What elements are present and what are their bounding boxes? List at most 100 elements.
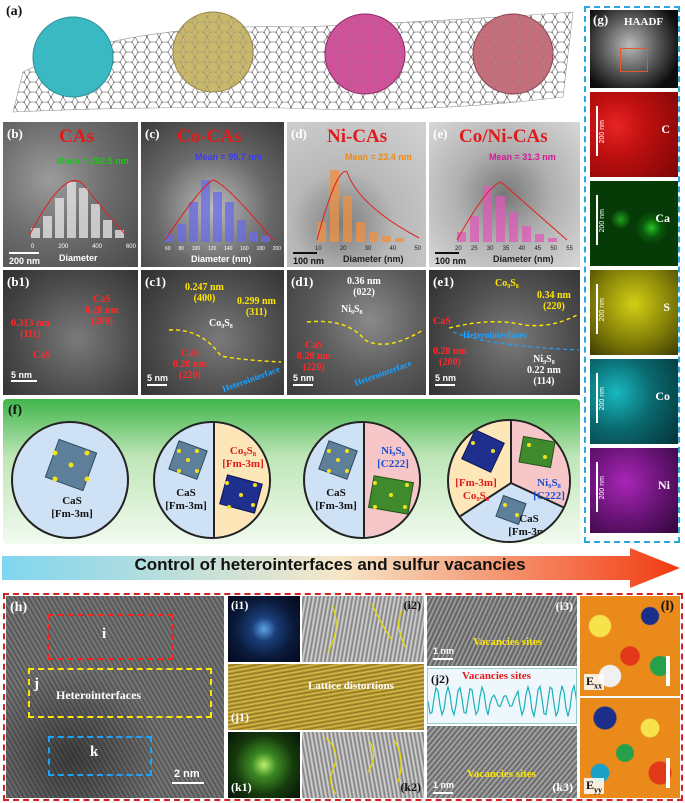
panel-e1-ann3: CaS: [433, 316, 451, 327]
panel-d: (d) Ni-CAs Mean = 23.4 nm 10 20 30 40 50 Dia…: [287, 122, 426, 267]
panel-d1-ann1: 0.36 nm (022): [347, 276, 381, 298]
panel-j1: (j1) Lattice distortions: [228, 664, 424, 730]
panel-k3-scale: 1 nm: [433, 780, 455, 790]
panel-c-xlabel: Diameter (nm): [191, 254, 252, 264]
panel-h: (h) i j Heterointerfaces k 2 nm: [6, 596, 224, 798]
panel-a: (a): [3, 2, 580, 118]
panel-c1-scale: 5 nm: [147, 373, 169, 383]
box-i-label: i: [102, 626, 107, 642]
box-i: [48, 614, 174, 660]
panel-i1-label: (i1): [231, 598, 249, 612]
f-c2-right: Co₉S₈ [Fm-3m]: [222, 445, 264, 470]
histogram-bar: [483, 186, 492, 242]
f-circle-CaS-Co9S8: CaS [Fm-3m] Co₉S₈ [Fm-3m]: [153, 421, 271, 539]
banner-arrow: [2, 548, 680, 588]
panel-d1-label: (d1): [291, 274, 314, 289]
panel-i3-text: Vacancies sites: [473, 636, 542, 648]
cluster-CAs: [32, 16, 114, 98]
f-c3-left: CaS [Fm-3m]: [315, 487, 357, 512]
panel-d-scale: 100 nm: [293, 256, 325, 266]
histogram-bar: [317, 222, 326, 242]
panel-e1-label: (e1): [433, 274, 454, 289]
histogram-bar: [237, 220, 246, 242]
panel-d1: (d1) 0.36 nm (022) Ni₉S₈ CaS 0.20 nm (22…: [287, 270, 426, 395]
panel-e-scale: 100 nm: [435, 256, 467, 266]
map-Ca: 200 nm Ca: [590, 181, 678, 266]
histogram-bar: [43, 216, 52, 238]
panel-f: (f) CaS [Fm-3m] CaS [Fm-3m] Co₉S₈ [Fm-3m…: [3, 399, 580, 544]
box-j: [28, 668, 212, 718]
f-c3-right: Ni₉S₈ [C222]: [377, 445, 409, 470]
selection-box: [620, 48, 648, 72]
panel-i3-scale: 1 nm: [433, 646, 455, 656]
histogram-bar: [115, 230, 124, 238]
histogram-bar: [189, 202, 198, 242]
panel-c1-ann1: 0.247 nm (400): [185, 282, 224, 304]
panel-c1-ann3: Co₉S₈: [209, 318, 233, 329]
histogram-bar: [91, 204, 100, 238]
panel-d-label: (d): [291, 126, 307, 141]
panel-e: (e) Co/Ni-CAs Mean = 31.3 nm 20 25 30 35 40 4…: [429, 122, 580, 267]
map-Co-label: Co: [655, 389, 670, 403]
panel-b-title: CAs: [59, 126, 94, 147]
f-circle-CaS-Ni9S8: CaS [Fm-3m] Ni₉S₈ [C222]: [303, 421, 421, 539]
panel-e1-scale: 5 nm: [435, 373, 457, 383]
panel-k2: (k2): [302, 732, 424, 798]
panel-d1-ann3: CaS 0.20 nm (220): [297, 340, 331, 373]
panel-c-mean: Mean = 95.7 nm: [195, 152, 262, 162]
panel-b-scale: 200 nm: [9, 256, 41, 266]
panel-c1-label: (c1): [145, 274, 166, 289]
panel-k3: Vacancies sites (k3) 1 nm: [427, 726, 577, 798]
panel-e1-ann6: Ni₉S₈ 0.22 nm (114): [527, 354, 561, 387]
panel-e-mean: Mean = 31.3 nm: [489, 152, 556, 162]
histogram-bar: [522, 226, 531, 242]
histogram-bar: [201, 180, 210, 242]
histogram-bar: [79, 188, 88, 238]
box-k-label: k: [90, 744, 99, 760]
map-C: 200 nm C: [590, 92, 678, 177]
panel-l-eyy: Eyy: [580, 698, 680, 798]
panel-e-title: Co/Ni-CAs: [459, 126, 548, 147]
panel-k2-label: (k2): [400, 780, 421, 794]
histogram-bar: [382, 236, 391, 242]
panel-b-label: (b): [7, 126, 23, 141]
histogram-bar: [177, 224, 186, 242]
panel-e1-ann4: Heterointerfaces: [463, 330, 527, 340]
map-C-label: C: [661, 122, 670, 136]
histogram-bar: [535, 234, 544, 242]
panel-e-label: (e): [433, 126, 448, 141]
panel-b1-scale: 5 nm: [11, 370, 33, 380]
histogram-bar: [356, 222, 365, 242]
panel-b: (b) CAs Mean = 292.5 nm 0 200 400 600 Diame…: [3, 122, 138, 267]
histogram-bar: [509, 212, 518, 242]
map-Co: 200 nm Co: [590, 359, 678, 444]
panel-k3-text: Vacancies sites: [467, 768, 536, 780]
histogram-bar: [457, 232, 466, 242]
panel-l-exx: (l) Exx: [580, 596, 680, 696]
panel-j1-label: (j1): [231, 710, 249, 724]
panel-c-ticks: 60 80 100 120 140 160 180 200: [165, 246, 281, 252]
map-Ca-label: Ca: [655, 211, 670, 225]
histogram-bar: [103, 220, 112, 238]
exx-label: Exx: [584, 674, 605, 691]
panel-i3: (i3) Vacancies sites 1 nm: [427, 596, 577, 666]
panel-k1-label: (k1): [231, 780, 252, 794]
panel-c1-ann2: 0.299 nm (311): [237, 296, 276, 318]
panel-j1-text: Lattice distortions: [308, 680, 394, 692]
panel-d1-scale: 5 nm: [293, 373, 315, 383]
panel-e-histogram: [456, 181, 568, 242]
haadf-title: HAADF: [624, 16, 664, 28]
histogram-bar: [548, 238, 557, 242]
histogram-bar: [165, 234, 174, 242]
panel-b-histogram: [29, 180, 126, 238]
panel-b-ticks: 0 200 400 600: [31, 244, 136, 250]
panel-j2-text: Vacancies sites: [462, 670, 531, 682]
histogram-bar: [496, 196, 505, 242]
panel-g-frame: [584, 6, 680, 543]
map-S-label: S: [663, 300, 670, 314]
f-circle-CaS: CaS [Fm-3m]: [11, 421, 129, 539]
panel-d-mean: Mean = 23.4 nm: [345, 152, 412, 162]
panel-g-label: (g): [593, 12, 609, 27]
panel-c1: (c1) 0.247 nm (400) 0.299 nm (311) Co₉S₈…: [141, 270, 284, 395]
histogram-bar: [55, 198, 64, 238]
